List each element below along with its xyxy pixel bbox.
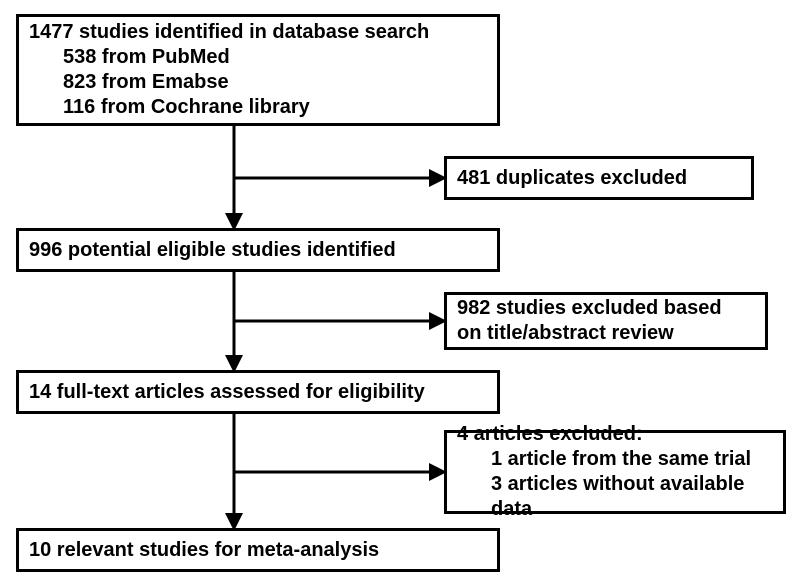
- node-sub: 538 from PubMed: [29, 45, 487, 70]
- node-text: 4 articles excluded:: [457, 422, 773, 447]
- node-fulltext-assessed: 14 full-text articles assessed for eligi…: [16, 370, 500, 414]
- node-text: 982 studies excluded based: [457, 296, 755, 321]
- node-title-abstract-excluded: 982 studies excluded based on title/abst…: [444, 292, 768, 350]
- node-text: 996 potential eligible studies identifie…: [29, 238, 487, 263]
- flowchart-canvas: 1477 studies identified in database sear…: [0, 0, 797, 576]
- node-sub: 823 from Emabse: [29, 70, 487, 95]
- node-sub: 1 article from the same trial: [457, 447, 773, 472]
- node-text: on title/abstract review: [457, 321, 755, 346]
- node-text: 481 duplicates excluded: [457, 166, 741, 191]
- node-relevant-studies: 10 relevant studies for meta-analysis: [16, 528, 500, 572]
- node-articles-excluded: 4 articles excluded: 1 article from the …: [444, 430, 786, 514]
- node-potential-eligible: 996 potential eligible studies identifie…: [16, 228, 500, 272]
- node-sub: 3 articles without available data: [457, 472, 773, 522]
- node-identified: 1477 studies identified in database sear…: [16, 14, 500, 126]
- node-text: 14 full-text articles assessed for eligi…: [29, 380, 487, 405]
- node-duplicates-excluded: 481 duplicates excluded: [444, 156, 754, 200]
- node-text: 10 relevant studies for meta-analysis: [29, 538, 487, 563]
- node-title: 1477 studies identified in database sear…: [29, 20, 487, 45]
- node-sub: 116 from Cochrane library: [29, 95, 487, 120]
